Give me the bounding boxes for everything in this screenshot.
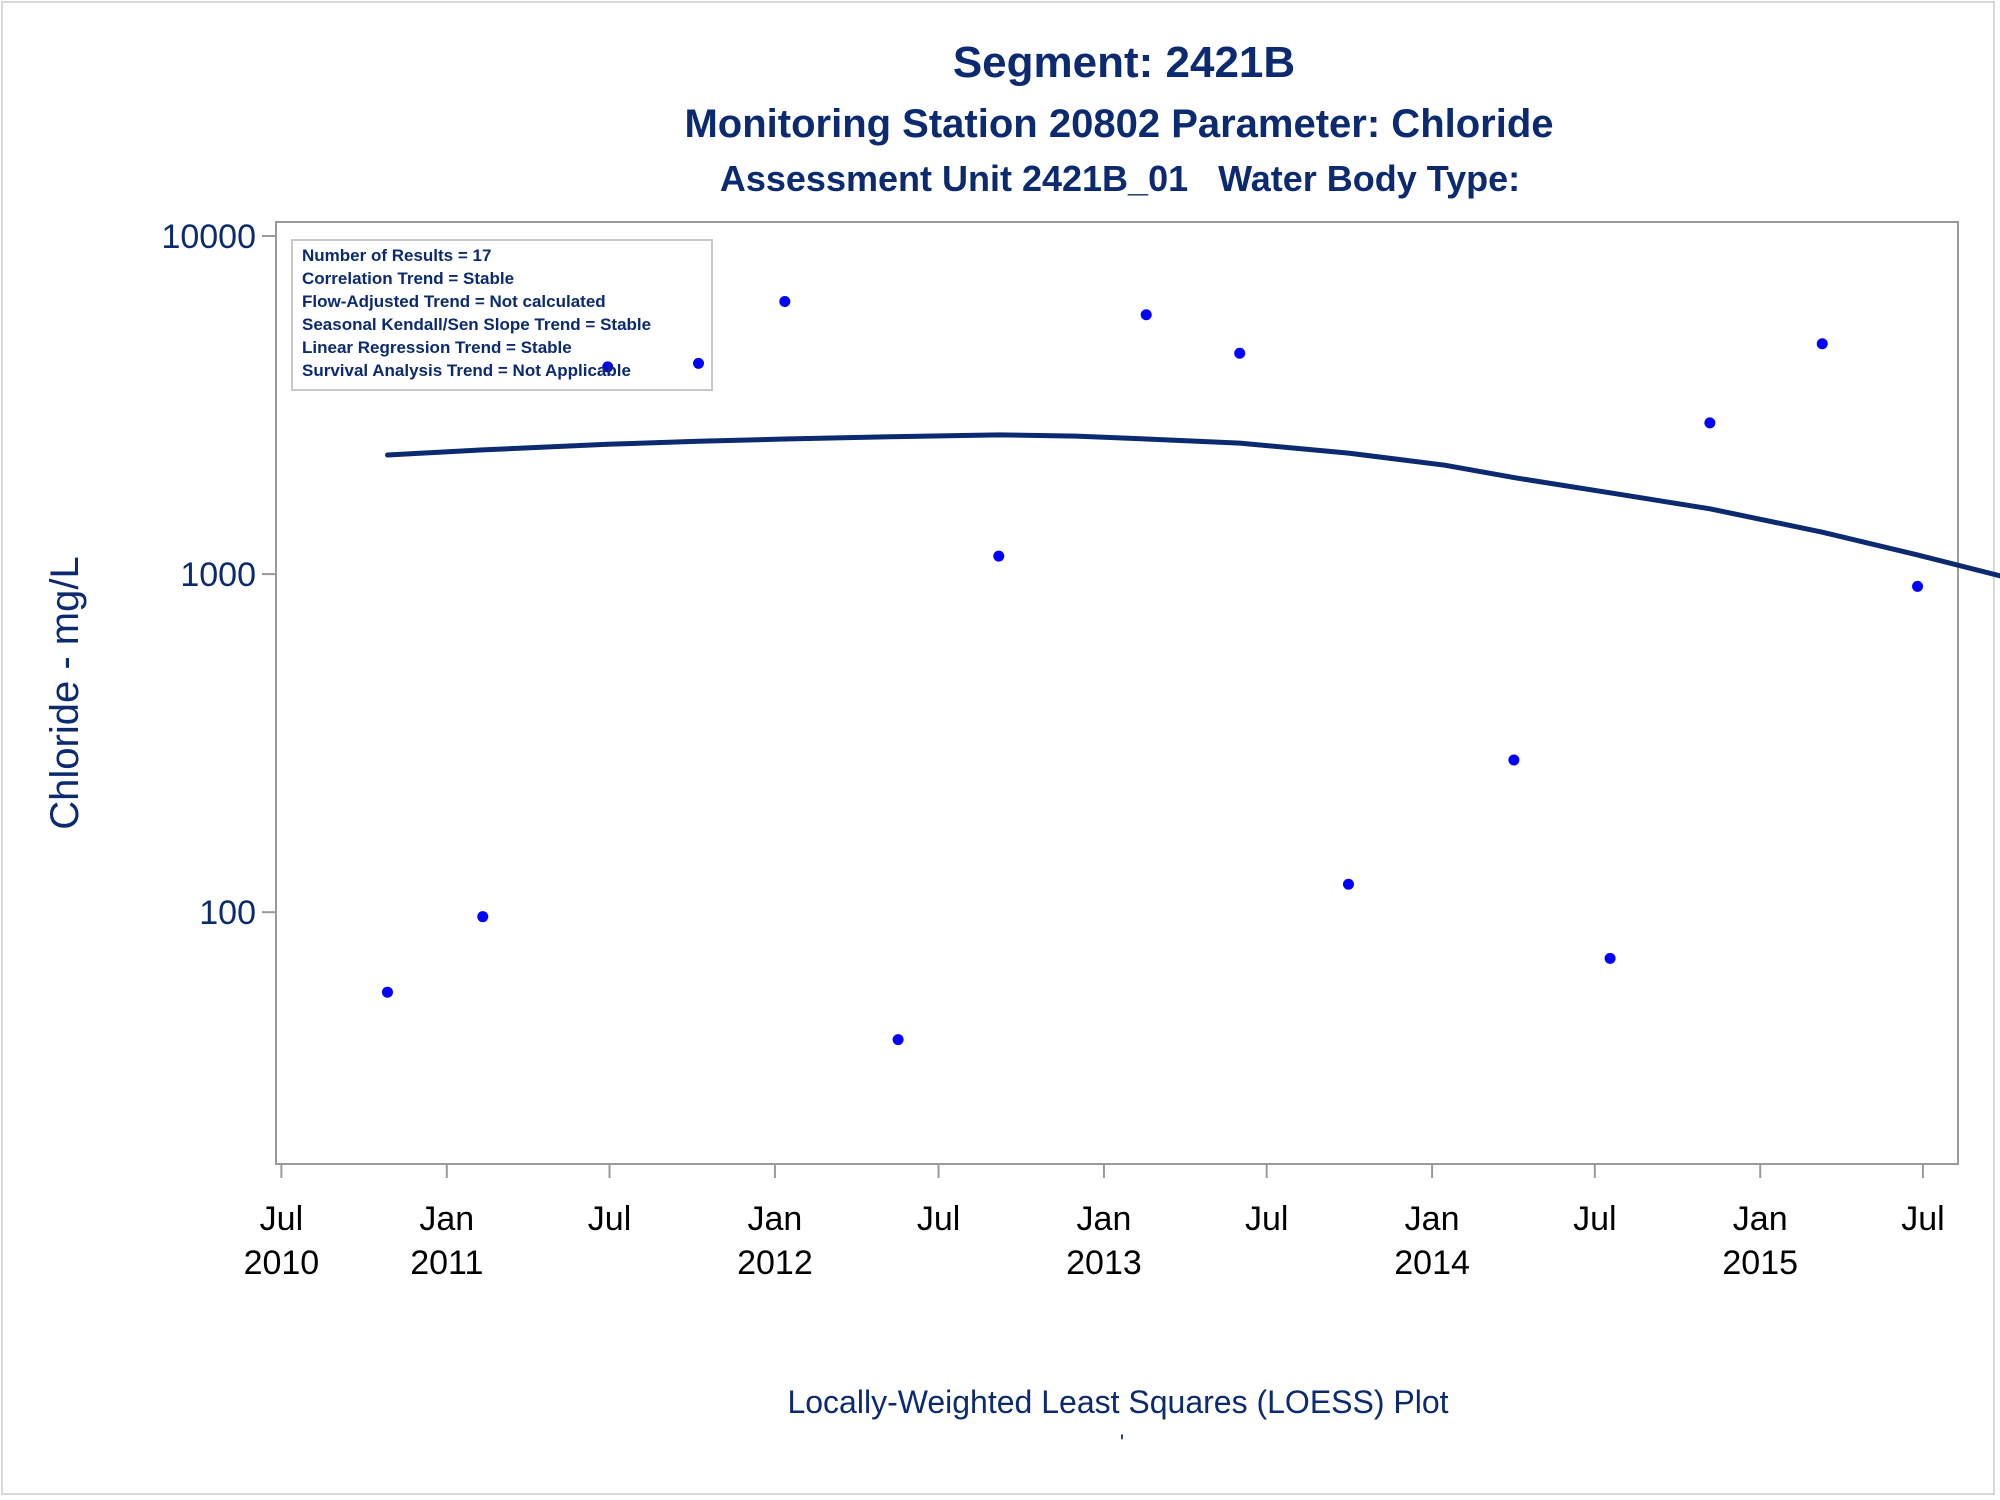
x-tick-label: Jul — [1901, 1200, 1944, 1238]
footnote-mark: ' — [1119, 1430, 1125, 1455]
y-axis-label: Chloride - mg/L — [43, 556, 87, 829]
x-tick-label: Jan — [419, 1200, 474, 1238]
stats-box-line: Survival Analysis Trend = Not Applicable — [302, 361, 631, 380]
data-point — [1704, 417, 1716, 429]
stats-box-line: Number of Results = 17 — [302, 246, 491, 265]
data-point — [381, 986, 393, 998]
data-point — [477, 911, 489, 923]
x-tick-year-label: 2010 — [244, 1244, 320, 1282]
stats-box — [291, 239, 713, 391]
x-tick-label: Jan — [748, 1200, 803, 1238]
x-tick-year-label: 2011 — [410, 1244, 483, 1282]
x-tick-label: Jul — [917, 1200, 960, 1238]
y-tick-label: 10000 — [161, 218, 256, 256]
data-point — [1508, 754, 1520, 766]
x-tick-label: Jul — [1245, 1200, 1288, 1238]
data-point — [993, 550, 1005, 562]
data-point — [1912, 580, 1924, 592]
data-point — [1234, 347, 1246, 359]
data-point — [602, 361, 614, 373]
x-tick-year-label: 2015 — [1722, 1244, 1798, 1282]
stats-box-line: Seasonal Kendall/Sen Slope Trend = Stabl… — [302, 315, 651, 334]
chart-subtitle-2: Assessment Unit 2421B_01 Water Body Type… — [719, 158, 1521, 199]
x-tick-label: Jan — [1405, 1200, 1460, 1238]
data-point — [892, 1034, 904, 1046]
data-point — [1816, 338, 1828, 350]
stats-box-line: Flow-Adjusted Trend = Not calculated — [302, 292, 606, 311]
data-point — [1604, 952, 1616, 964]
x-tick-label: Jul — [1573, 1200, 1616, 1238]
x-tick-label: Jul — [260, 1200, 303, 1238]
x-tick-label: Jul — [588, 1200, 631, 1238]
y-tick-label: 1000 — [180, 556, 256, 594]
loess-curve — [385, 432, 2000, 579]
x-tick-label: Jan — [1077, 1200, 1132, 1238]
data-point — [1342, 878, 1354, 890]
x-tick-year-label: 2014 — [1394, 1244, 1470, 1282]
x-tick-year-label: 2013 — [1066, 1244, 1142, 1282]
data-point — [693, 357, 705, 369]
chart-title: Segment: 2421B — [952, 38, 1296, 87]
stats-box-line: Correlation Trend = Stable — [302, 269, 514, 288]
plot-area — [275, 221, 1959, 1165]
footnote-plot-type: Locally-Weighted Least Squares (LOESS) P… — [787, 1384, 1449, 1420]
x-tick-label: Jan — [1733, 1200, 1788, 1238]
y-tick-label: 100 — [199, 894, 256, 932]
x-tick-year-label: 2012 — [737, 1244, 813, 1282]
data-point — [779, 296, 791, 308]
data-point — [1140, 309, 1152, 321]
chart-subtitle: Monitoring Station 20802 Parameter: Chlo… — [684, 102, 1554, 146]
stats-box-line: Linear Regression Trend = Stable — [302, 338, 572, 357]
